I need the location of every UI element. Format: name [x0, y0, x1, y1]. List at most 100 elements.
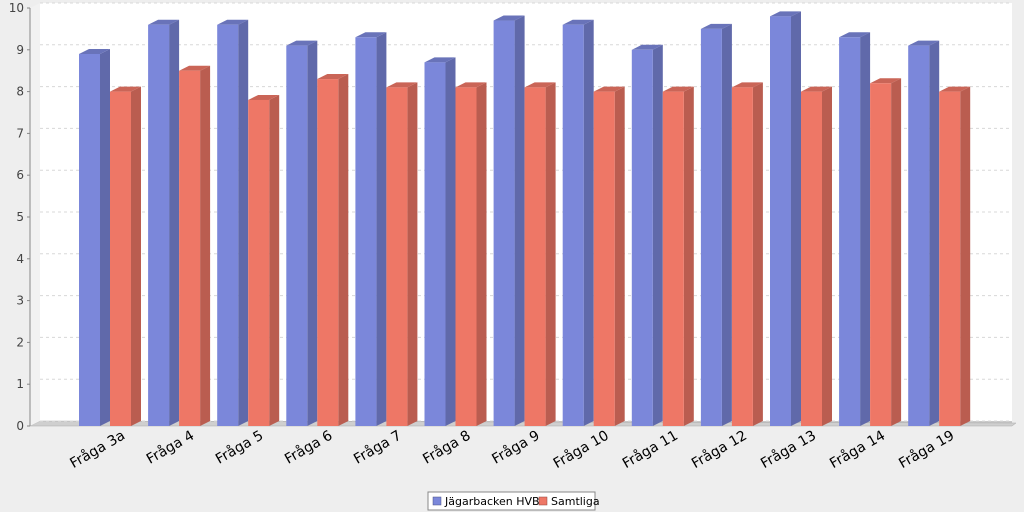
bar-top — [801, 86, 832, 92]
bar-front — [455, 87, 477, 427]
bar-series2: Fråga 13 — Samtliga: 8 — [801, 86, 832, 426]
bar-front — [79, 53, 100, 426]
bar-side — [200, 65, 211, 426]
bar-side — [169, 19, 180, 426]
bar-series2: Fråga 4 — Samtliga: 8.5 — [179, 65, 211, 426]
bar-front — [179, 70, 201, 426]
bar-side — [514, 15, 525, 426]
bar-series1: Fråga 8 — Jägarbacken HVB: 8.7 — [424, 57, 456, 427]
bar-series2: Fråga 10 — Samtliga: 8 — [593, 86, 625, 426]
bar-top — [424, 57, 456, 63]
bar-side — [131, 86, 141, 426]
bar-front — [631, 49, 653, 427]
bar-front — [386, 87, 408, 427]
bar-front — [908, 45, 930, 427]
bar-side — [929, 40, 940, 427]
bar-top — [493, 15, 525, 21]
bar-front — [424, 62, 446, 427]
bar-top — [839, 32, 871, 38]
bar-series1: Fråga 14 — Jägarbacken HVB: 9.3 — [839, 32, 871, 426]
bar-top — [631, 44, 663, 50]
y-tick-label: 10 — [9, 1, 24, 15]
bar-side — [307, 40, 318, 427]
x-axis: Fråga 3a Fråga 4 Fråga 5 Fråga 6 Fråga 7 Fråg… — [67, 427, 957, 472]
x-tick-label: Fråga 11 — [619, 427, 680, 472]
bar-side — [476, 82, 487, 427]
bar-series1: Fråga 10 — Jägarbacken HVB: 9.6 — [562, 19, 594, 426]
bar-series1: Fråga 6 — Jägarbacken HVB: 9.1 — [286, 40, 318, 427]
bar-top — [317, 74, 349, 80]
bar-series2: Fråga 11 — Samtliga: 8 — [662, 86, 694, 426]
x-tick-label: Fråga 4 — [143, 427, 197, 468]
bar-series2: Fråga 6 — Samtliga: 8.3 — [317, 74, 349, 426]
bar-side — [583, 19, 594, 426]
bar-side — [269, 94, 280, 427]
bar-top — [662, 86, 694, 92]
bar-side — [614, 86, 625, 426]
bar-front — [217, 24, 239, 426]
bar-side — [407, 82, 418, 427]
bar-front — [317, 79, 339, 426]
bar-side — [338, 74, 349, 426]
bar-series1: Fråga 19 — Jägarbacken HVB: 9.1 — [908, 40, 940, 427]
x-tick-label: Fråga 10 — [550, 427, 611, 472]
bar-series2: Fråga 3a — Samtliga: 8 — [110, 86, 141, 426]
bar-series1: Fråga 4 — Jägarbacken HVB: 9.6 — [148, 19, 180, 426]
x-tick-label: Fråga 7 — [351, 427, 405, 468]
y-tick-label: 6 — [16, 168, 24, 182]
bar-series2: Fråga 14 — Samtliga: 8.2 — [870, 78, 902, 427]
x-tick-label: Fråga 13 — [758, 427, 819, 472]
bar-side — [791, 11, 801, 427]
legend-label: Samtliga — [551, 495, 600, 508]
bar-series1: Fråga 5 — Jägarbacken HVB: 9.6 — [217, 19, 249, 426]
bar-series2: Fråga 5 — Samtliga: 7.8 — [248, 94, 280, 427]
bar-top — [110, 86, 141, 92]
bar-front — [562, 24, 584, 426]
legend-label: Jägarbacken HVB — [444, 495, 540, 508]
bar-top — [386, 82, 418, 88]
bar-series1: Fråga 12 — Jägarbacken HVB: 9.5 — [700, 23, 732, 427]
bar-side — [100, 48, 110, 426]
bar-series2: Fråga 9 — Samtliga: 8.1 — [524, 82, 556, 427]
bar-series1: Fråga 3a — Jägarbacken HVB: 8.9 — [79, 48, 110, 426]
bar-front — [493, 20, 515, 426]
bar-side — [652, 44, 663, 427]
y-tick-label: 4 — [16, 252, 24, 266]
bar-top — [179, 65, 211, 71]
bar-side — [822, 86, 832, 426]
bar-front — [939, 91, 961, 426]
legend-box — [427, 491, 596, 511]
bar-top — [731, 82, 763, 88]
bar-side — [238, 19, 249, 426]
bar-side — [545, 82, 556, 427]
y-tick-label: 5 — [16, 210, 24, 224]
bar-top — [870, 78, 902, 84]
bar-side — [721, 23, 732, 427]
bar-top — [524, 82, 556, 88]
bar-top — [79, 48, 110, 54]
bar-top — [700, 23, 732, 29]
x-tick-label: Fråga 12 — [688, 427, 749, 472]
bar-series1: Fråga 13 — Jägarbacken HVB: 9.8 — [770, 11, 801, 427]
bar-top — [770, 11, 801, 17]
y-axis: 0 1 2 3 4 5 6 7 8 9 10 — [9, 1, 31, 433]
y-tick-label: 1 — [16, 377, 24, 391]
y-tick-label: 7 — [16, 126, 24, 140]
plot-left-wall — [30, 3, 40, 426]
x-tick-label: Fråga 8 — [420, 427, 474, 468]
x-tick-label: Fråga 5 — [212, 427, 266, 468]
bar-front — [801, 91, 822, 426]
bar-front — [870, 83, 892, 427]
bar-front — [286, 45, 308, 427]
bar-side — [683, 86, 694, 426]
y-tick-label: 9 — [16, 43, 24, 57]
legend: Jägarbacken HVB Samtliga — [427, 491, 600, 511]
legend-swatch — [432, 496, 442, 506]
bar-series1: Fråga 7 — Jägarbacken HVB: 9.3 — [355, 32, 387, 426]
bar-front — [700, 28, 722, 427]
bar-top — [248, 94, 280, 100]
bar-top — [455, 82, 487, 88]
